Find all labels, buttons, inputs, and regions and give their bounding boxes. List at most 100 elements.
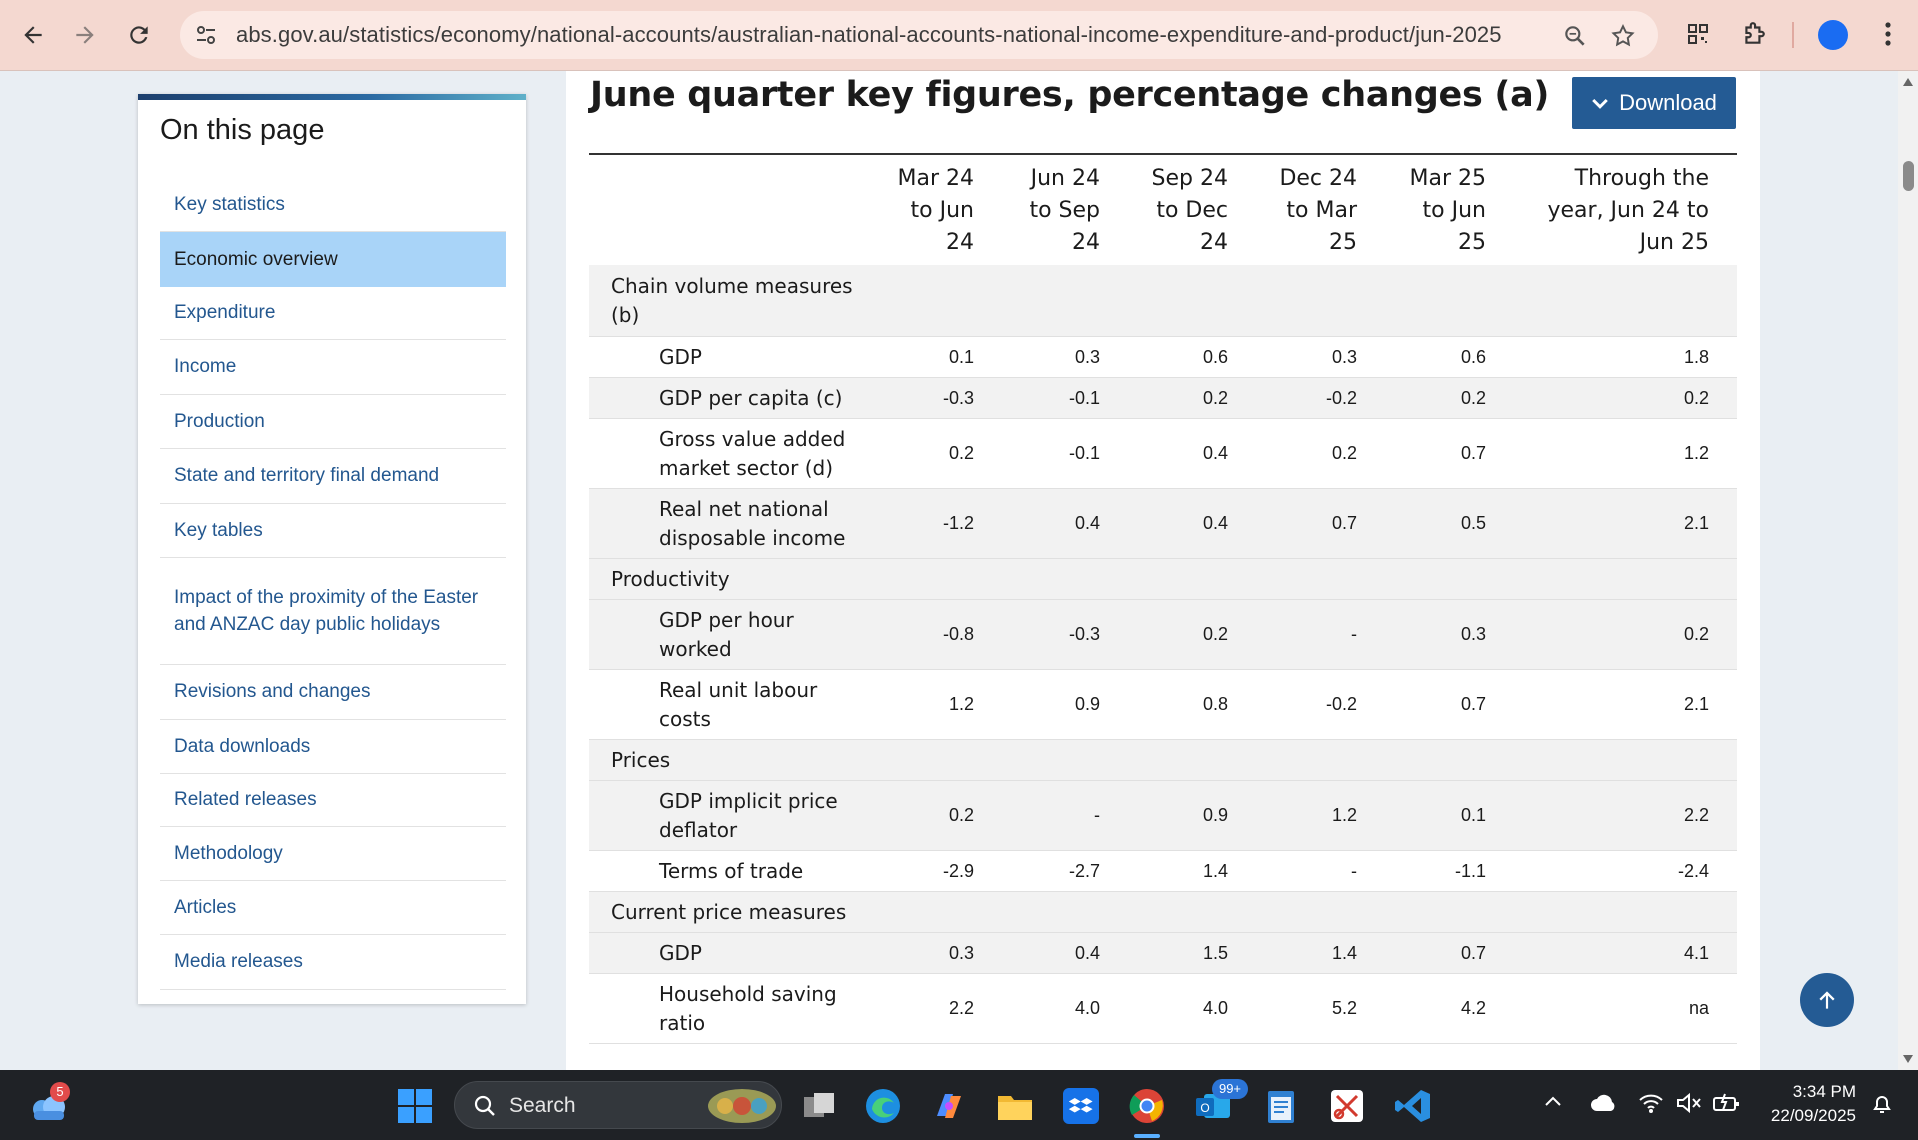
table-cell: 4.1	[1683, 942, 1709, 963]
table-cell: -0.8	[942, 624, 974, 644]
vscode-icon[interactable]	[1392, 1085, 1434, 1127]
table-cell: 2.1	[1683, 694, 1709, 714]
task-view-icon[interactable]	[798, 1085, 840, 1127]
table-header: Mar 24 to Jun 24 Jun 24 to Sep 24 Sep 24 to Dec…	[589, 153, 1737, 267]
site-settings-icon[interactable]	[194, 23, 218, 47]
table-cell: 0.1	[1460, 805, 1486, 825]
bookmark-star-icon[interactable]	[1610, 23, 1636, 49]
menu-kebab-icon[interactable]	[1872, 18, 1904, 50]
scrollbar[interactable]	[1898, 71, 1918, 1070]
nav-link-2[interactable]: Expenditure	[160, 287, 506, 340]
outlook-icon[interactable]: O	[1192, 1085, 1234, 1127]
column-header: Mar 24 to Jun 24	[898, 163, 975, 259]
table-row: Real unit labour costs 1.2 0.9 0.8 -0.2 0.7 2.1	[589, 670, 1737, 740]
row-label: GDP	[659, 343, 702, 372]
table-cell: 0.6	[1202, 346, 1228, 367]
table-cell: 0.3	[1460, 624, 1486, 644]
column-header-line: to Sep	[1029, 198, 1100, 223]
edge-browser-icon[interactable]	[862, 1085, 904, 1127]
table-cell: 5.2	[1331, 998, 1357, 1018]
row-label: Real net national disposable income	[659, 495, 845, 553]
wifi-icon[interactable]	[1638, 1092, 1664, 1119]
nav-link-13[interactable]: Media releases	[160, 935, 506, 990]
row-label-line: Productivity	[611, 567, 730, 591]
row-label-line: costs	[659, 707, 711, 731]
table-cell: 0.2	[1202, 387, 1228, 408]
section-row: Prices	[589, 740, 1737, 781]
zoom-icon[interactable]	[1562, 23, 1588, 49]
notifications-icon[interactable]	[1870, 1092, 1894, 1121]
table-cell: -1.1	[1454, 860, 1486, 881]
file-explorer-icon[interactable]	[994, 1085, 1036, 1127]
windows-start-icon[interactable]	[394, 1085, 436, 1127]
reload-button[interactable]	[118, 14, 160, 56]
nav-link-6[interactable]: Key tables	[160, 504, 506, 558]
nav-link-8[interactable]: Revisions and changes	[160, 665, 506, 720]
column-header-line: Mar 25	[1409, 166, 1487, 191]
notepad-icon[interactable]	[1260, 1085, 1302, 1127]
outlook-badge: 99+	[1212, 1079, 1248, 1099]
table-cell: 0.7	[1460, 942, 1486, 963]
table-row: GDP implicit price deflator 0.2 - 0.9 1.2 0.1 2…	[589, 781, 1737, 851]
nav-link-5[interactable]: State and territory final demand	[160, 449, 506, 504]
nav-link-11[interactable]: Methodology	[160, 827, 506, 881]
table-cell: 1.2	[948, 694, 974, 714]
battery-icon[interactable]	[1712, 1092, 1740, 1119]
table-cell: 4.0	[1074, 998, 1100, 1018]
table-cell: -0.3	[942, 387, 974, 408]
column-header-line: Dec 24	[1279, 166, 1357, 191]
clock-time: 3:34 PM	[1792, 1082, 1856, 1101]
back-to-top-button[interactable]	[1800, 973, 1854, 1027]
forward-button[interactable]	[64, 14, 106, 56]
nav-link-10[interactable]: Related releases	[160, 774, 506, 827]
row-label-line: ratio	[659, 1011, 706, 1035]
row-label: GDP implicit price deflator	[659, 787, 838, 845]
row-label-line: disposable income	[659, 526, 846, 550]
system-clock[interactable]: 3:34 PM 22/09/2025	[1746, 1080, 1856, 1128]
nav-link-1[interactable]: Economic overview	[160, 232, 506, 287]
row-label: GDP per capita (c)	[659, 384, 842, 413]
onedrive-icon[interactable]	[1590, 1094, 1618, 1117]
snipping-tool-icon[interactable]	[1326, 1085, 1368, 1127]
profile-avatar[interactable]	[1818, 20, 1848, 50]
scrollbar-thumb[interactable]	[1903, 161, 1914, 191]
tray-overflow-icon[interactable]	[1544, 1092, 1562, 1113]
nav-link-7[interactable]: Impact of the proximity of the Easter an…	[160, 558, 506, 665]
reload-icon	[130, 26, 148, 44]
nav-link-3[interactable]: Income	[160, 340, 506, 395]
taskbar-search[interactable]: Search	[454, 1081, 782, 1129]
row-label-line: Real unit labour	[659, 678, 818, 702]
chrome-icon[interactable]	[1126, 1085, 1168, 1127]
section-label: Chain volume measures (b)	[611, 272, 853, 330]
qr-code-icon[interactable]	[1682, 18, 1714, 50]
row-label-line: market sector (d)	[659, 456, 834, 480]
download-button[interactable]: Download	[1572, 77, 1736, 129]
nav-link-12[interactable]: Articles	[160, 881, 506, 935]
row-label-line: GDP	[659, 941, 702, 965]
volume-muted-icon[interactable]	[1676, 1092, 1702, 1119]
nav-link-0[interactable]: Key statistics	[160, 178, 506, 232]
address-bar[interactable]: abs.gov.au/statistics/economy/national-a…	[180, 11, 1658, 59]
column-header-line: Sep 24	[1151, 166, 1228, 191]
column-header-line: Mar 24	[897, 166, 975, 191]
row-label-line: Household saving	[659, 982, 837, 1006]
url-text[interactable]: abs.gov.au/statistics/economy/national-a…	[236, 22, 1502, 47]
back-arrow-icon	[24, 26, 42, 44]
table-row: Household saving ratio 2.2 4.0 4.0 5.2 4.2 na	[589, 974, 1737, 1044]
copilot-icon[interactable]	[928, 1085, 970, 1127]
dropbox-icon[interactable]	[1060, 1085, 1102, 1127]
table-cell: 4.2	[1460, 998, 1486, 1018]
row-label-line: Real net national	[659, 497, 829, 521]
table-cell: 1.2	[1683, 443, 1709, 463]
nav-link-9[interactable]: Data downloads	[160, 720, 506, 774]
back-button[interactable]	[12, 14, 54, 56]
table-cell: 0.4	[1074, 942, 1100, 963]
nav-link-4[interactable]: Production	[160, 395, 506, 449]
nav-accent-bar	[138, 94, 526, 100]
table-cell: 0.1	[948, 346, 974, 367]
extensions-icon[interactable]	[1738, 18, 1770, 50]
table-cell: 0.2	[1202, 624, 1228, 644]
table-cell: -2.4	[1677, 860, 1709, 881]
column-header: Jun 24 to Sep 24	[1029, 163, 1100, 259]
column-header-line: 25	[1329, 230, 1357, 255]
